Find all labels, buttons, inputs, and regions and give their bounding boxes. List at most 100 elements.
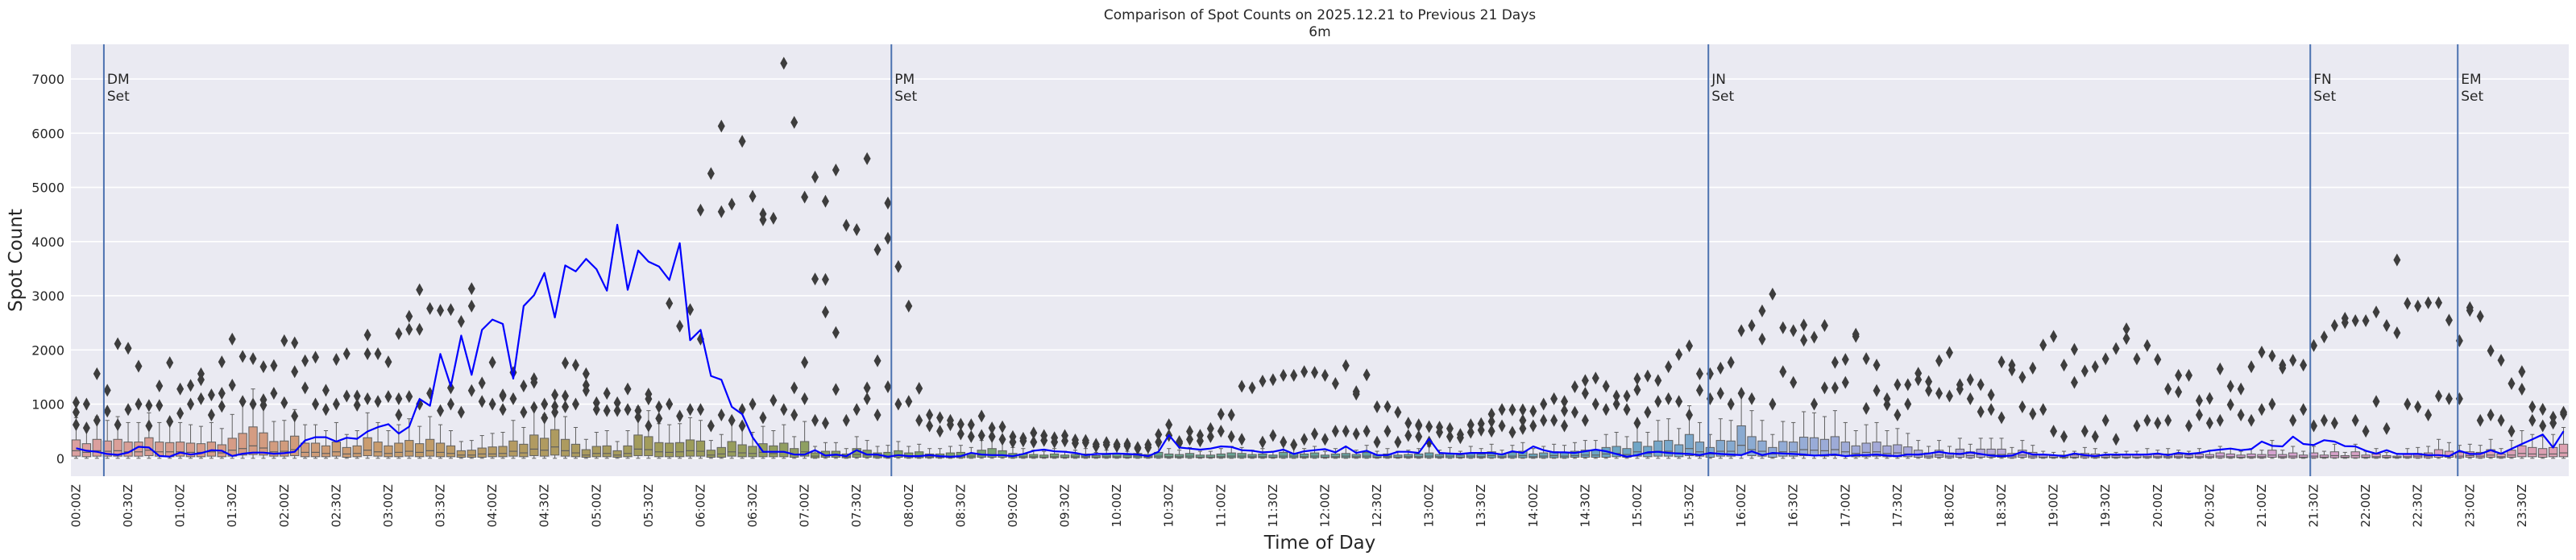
box-iqr — [674, 442, 685, 458]
outlier-point — [1248, 381, 1256, 395]
box — [321, 430, 331, 459]
outlier-point — [541, 411, 549, 425]
outlier-point — [1352, 388, 1360, 401]
outlier-point — [2435, 296, 2443, 309]
outlier-point — [998, 420, 1006, 433]
box — [1497, 450, 1507, 459]
box — [665, 424, 674, 459]
box-iqr — [1747, 436, 1757, 456]
box-iqr — [1404, 454, 1413, 458]
outlier-point — [488, 397, 496, 411]
outlier-point — [1498, 419, 1506, 433]
outlier-point — [1612, 389, 1620, 403]
box-iqr — [456, 450, 467, 458]
y-axis-ticks: 0 1000 2000 3000 4000 5000 6000 7000 — [31, 72, 64, 467]
outlier-point — [499, 403, 507, 417]
box-iqr — [1309, 452, 1320, 458]
outlier-point — [2268, 349, 2276, 363]
outlier-point — [1758, 304, 1766, 317]
box — [1851, 430, 1860, 459]
outlier-point — [749, 397, 757, 411]
outlier-point — [395, 327, 403, 341]
event-label: JN Set — [1711, 72, 1734, 105]
outlier-point — [2393, 253, 2401, 267]
box — [1997, 438, 2006, 459]
outlier-point — [2487, 344, 2495, 358]
outlier-point — [832, 164, 840, 177]
x-tick-label: 08:30Z — [953, 484, 968, 528]
box — [2319, 450, 2329, 459]
outlier-point — [1644, 369, 1652, 383]
box-iqr — [2361, 454, 2371, 458]
event-label-line: Set — [2313, 89, 2336, 105]
outlier-point — [956, 417, 964, 431]
outlier-point — [801, 392, 809, 405]
outlier-point — [114, 418, 122, 432]
y-tick-label: 5000 — [31, 180, 64, 196]
box-iqr — [2558, 443, 2569, 458]
box — [540, 413, 550, 459]
outlier-point — [2528, 413, 2537, 427]
outlier-point — [416, 322, 424, 336]
box-iqr — [716, 446, 726, 458]
box — [415, 425, 425, 459]
outlier-point — [873, 409, 881, 422]
outlier-point — [426, 301, 434, 315]
box — [591, 432, 601, 459]
box — [602, 430, 612, 459]
box — [1309, 446, 1320, 459]
box — [487, 433, 497, 459]
box-iqr — [1476, 453, 1486, 458]
outlier-point — [1654, 395, 1662, 409]
outlier-point — [2122, 332, 2130, 346]
outlier-point — [1914, 367, 1923, 380]
outlier-point — [1009, 435, 1017, 449]
box-iqr — [2111, 454, 2121, 458]
outlier-point — [1790, 375, 1798, 389]
box-iqr — [1039, 454, 1049, 458]
box-iqr — [758, 443, 768, 458]
outlier-point — [2060, 429, 2068, 443]
box-iqr — [1778, 441, 1788, 457]
outlier-point — [187, 397, 195, 411]
box — [1830, 410, 1840, 459]
outlier-point — [873, 243, 881, 256]
box — [1414, 448, 1424, 459]
outlier-point — [342, 389, 351, 403]
outlier-point — [1665, 392, 1673, 405]
box — [477, 435, 487, 459]
outlier-point — [2247, 360, 2255, 374]
box — [310, 424, 321, 459]
outlier-point — [645, 388, 653, 401]
box-iqr — [987, 448, 997, 458]
outlier-point — [291, 365, 299, 379]
box-iqr — [394, 442, 404, 458]
box-iqr — [259, 432, 268, 456]
box — [446, 430, 456, 459]
grid-lines — [71, 78, 2569, 459]
box — [363, 412, 372, 459]
outlier-point — [842, 413, 850, 427]
outlier-point — [1030, 435, 1038, 449]
outlier-point — [1102, 438, 1110, 451]
box — [748, 432, 757, 459]
outlier-point — [2414, 400, 2422, 413]
outlier-point — [1831, 381, 1839, 395]
box-iqr — [1195, 454, 1205, 458]
box-iqr — [185, 442, 196, 458]
box — [1872, 421, 1881, 459]
outlier-point — [1633, 383, 1641, 396]
outlier-point — [1456, 431, 1464, 445]
x-tick-label: 06:00Z — [693, 484, 707, 528]
outlier-point — [2383, 319, 2391, 333]
box-iqr — [425, 438, 435, 457]
outlier-point — [1394, 405, 1402, 419]
box — [185, 424, 196, 459]
outlier-point — [1196, 434, 1204, 448]
outlier-point — [2497, 413, 2505, 427]
outlier-point — [1144, 441, 1152, 454]
outlier-point — [103, 384, 111, 397]
outlier-point — [2330, 319, 2338, 333]
outlier-point — [2112, 433, 2120, 446]
outlier-point — [1134, 442, 1142, 455]
